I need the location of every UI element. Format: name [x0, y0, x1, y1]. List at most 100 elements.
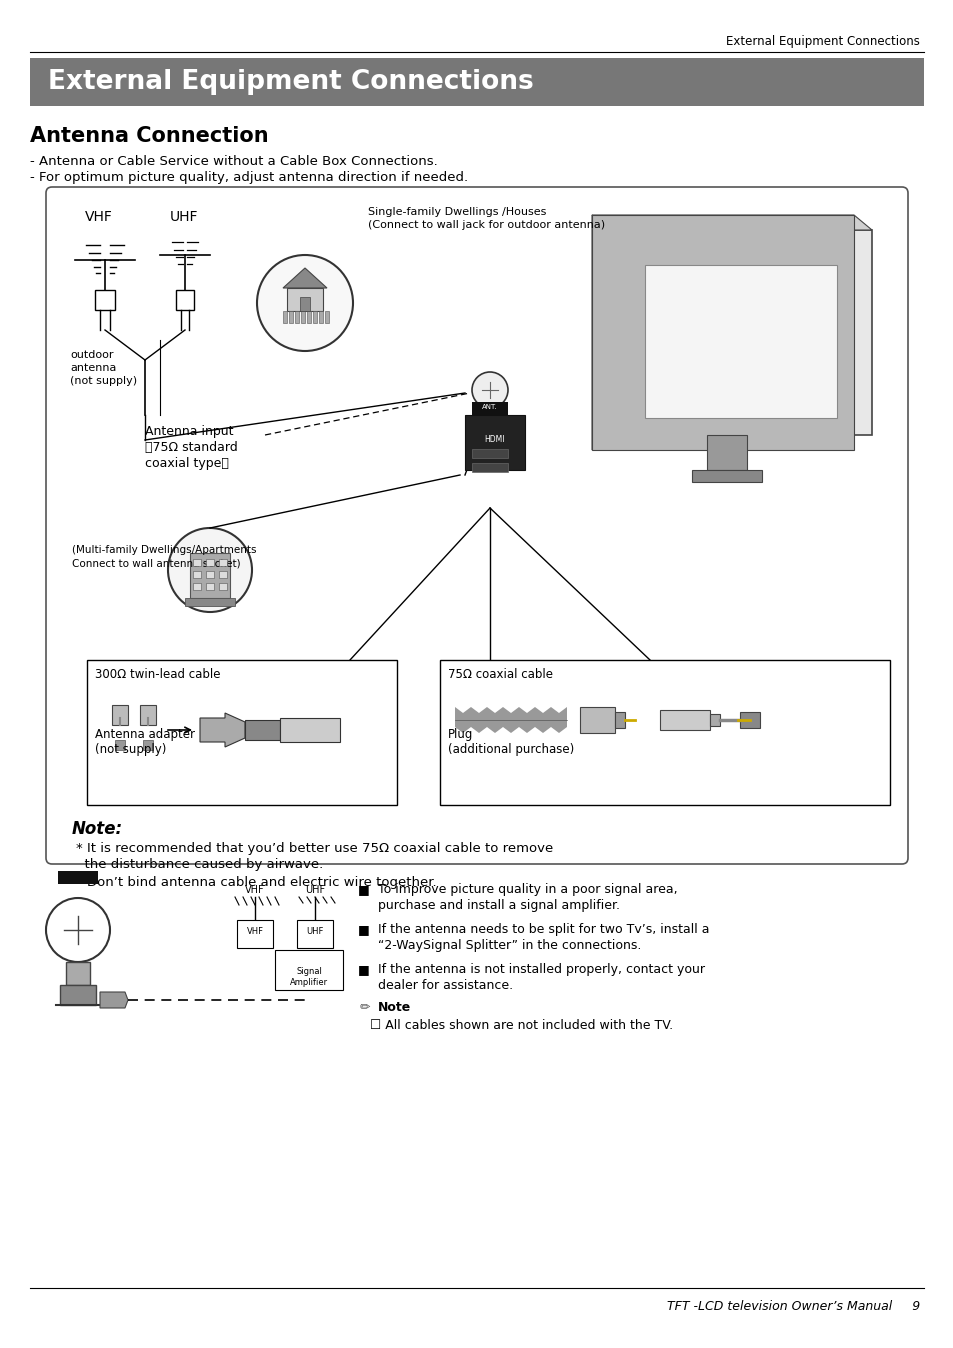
Text: - Antenna or Cable Service without a Cable Box Connections.: - Antenna or Cable Service without a Cab…: [30, 155, 437, 168]
Text: - For optimum picture quality, adjust antenna direction if needed.: - For optimum picture quality, adjust an…: [30, 171, 468, 183]
Text: ANT.: ANT.: [71, 888, 86, 894]
Text: the disturbance caused by airwave.: the disturbance caused by airwave.: [76, 857, 323, 871]
Bar: [313, 311, 316, 324]
Text: If the antenna is not installed properly, contact your: If the antenna is not installed properly…: [377, 962, 704, 976]
Text: * It is recommended that you’d better use 75Ω coaxial cable to remove: * It is recommended that you’d better us…: [76, 842, 553, 855]
Text: VHF: VHF: [85, 210, 112, 224]
Text: Antenna input: Antenna input: [145, 425, 233, 438]
FancyBboxPatch shape: [46, 187, 907, 864]
Bar: [283, 311, 287, 324]
Text: VHF: VHF: [246, 927, 263, 937]
Bar: [325, 311, 329, 324]
Text: External Equipment Connections: External Equipment Connections: [48, 69, 533, 94]
Bar: [193, 559, 201, 566]
Bar: [206, 559, 213, 566]
Bar: [30, 58, 923, 106]
Bar: [206, 572, 213, 578]
Polygon shape: [644, 266, 836, 418]
Polygon shape: [740, 712, 760, 728]
Bar: [318, 311, 323, 324]
Text: ■: ■: [357, 883, 370, 896]
Text: UHF: UHF: [305, 886, 325, 895]
Text: ■: ■: [357, 962, 370, 976]
Text: Plug: Plug: [448, 728, 473, 741]
Polygon shape: [659, 710, 709, 731]
Text: 300Ω twin-lead cable: 300Ω twin-lead cable: [95, 669, 220, 681]
Text: If the antenna needs to be split for two Tv’s, install a: If the antenna needs to be split for two…: [377, 923, 709, 936]
Text: coaxial type）: coaxial type）: [145, 457, 229, 470]
Text: External Equipment Connections: External Equipment Connections: [725, 35, 919, 49]
Text: ☐ All cables shown are not included with the TV.: ☐ All cables shown are not included with…: [370, 1019, 673, 1033]
Text: purchase and install a signal amplifier.: purchase and install a signal amplifier.: [377, 899, 619, 913]
Polygon shape: [115, 740, 125, 749]
Bar: [289, 311, 293, 324]
Text: Antenna Connection: Antenna Connection: [30, 125, 269, 146]
Polygon shape: [66, 962, 90, 985]
Text: ANT.: ANT.: [481, 404, 497, 410]
Text: HDMI: HDMI: [484, 435, 505, 445]
Text: (Connect to wall jack for outdoor antenna): (Connect to wall jack for outdoor antenn…: [368, 220, 604, 231]
Text: Note: Note: [377, 1002, 411, 1014]
Circle shape: [168, 528, 252, 612]
Bar: [175, 290, 193, 310]
Polygon shape: [100, 992, 128, 1008]
Text: UHF: UHF: [306, 927, 323, 937]
Bar: [219, 559, 227, 566]
Bar: [206, 582, 213, 590]
Bar: [274, 950, 343, 989]
Polygon shape: [245, 720, 280, 740]
Polygon shape: [615, 712, 624, 728]
Bar: [236, 919, 273, 948]
Text: Single-family Dwellings /Houses: Single-family Dwellings /Houses: [368, 208, 546, 217]
Bar: [193, 572, 201, 578]
Polygon shape: [200, 713, 245, 747]
Polygon shape: [455, 706, 566, 733]
Circle shape: [472, 372, 507, 408]
Text: Connect to wall antenna socket): Connect to wall antenna socket): [71, 558, 240, 568]
Bar: [112, 705, 128, 725]
Text: outdoor
antenna
(not supply): outdoor antenna (not supply): [70, 350, 137, 387]
Bar: [301, 311, 305, 324]
Polygon shape: [709, 714, 720, 727]
Text: ■: ■: [357, 923, 370, 936]
Bar: [190, 553, 230, 599]
Polygon shape: [60, 985, 96, 1006]
Bar: [219, 582, 227, 590]
Bar: [219, 572, 227, 578]
Polygon shape: [579, 706, 615, 733]
Polygon shape: [592, 214, 609, 450]
Bar: [439, 661, 889, 805]
Polygon shape: [592, 214, 871, 231]
Polygon shape: [143, 740, 152, 749]
Text: VHF: VHF: [245, 886, 265, 895]
Text: “2-WaySignal Splitter” in the connections.: “2-WaySignal Splitter” in the connection…: [377, 940, 640, 952]
Bar: [472, 449, 507, 458]
Polygon shape: [280, 718, 339, 741]
Bar: [294, 311, 298, 324]
Polygon shape: [283, 268, 327, 288]
Text: 75Ω coaxial cable: 75Ω coaxial cable: [448, 669, 553, 681]
Bar: [185, 599, 234, 607]
Bar: [472, 402, 507, 415]
Bar: [287, 288, 323, 311]
Circle shape: [46, 898, 110, 962]
Polygon shape: [609, 231, 871, 435]
Text: To improve picture quality in a poor signal area,: To improve picture quality in a poor sig…: [377, 883, 677, 896]
Bar: [307, 311, 311, 324]
Polygon shape: [691, 470, 761, 483]
Polygon shape: [706, 435, 746, 470]
Text: UHF: UHF: [170, 210, 198, 224]
Bar: [472, 462, 507, 472]
Circle shape: [256, 255, 353, 350]
Text: TFT -LCD television Owner’s Manual     9: TFT -LCD television Owner’s Manual 9: [666, 1299, 919, 1313]
Text: (additional purchase): (additional purchase): [448, 743, 574, 756]
Bar: [87, 661, 396, 805]
Bar: [299, 297, 310, 311]
Bar: [58, 871, 98, 884]
Bar: [464, 415, 524, 470]
Text: （75Ω standard: （75Ω standard: [145, 441, 237, 454]
Text: * Don’t bind antenna cable and electric wire together.: * Don’t bind antenna cable and electric …: [76, 876, 436, 888]
Bar: [296, 919, 333, 948]
Text: Antenna adapter: Antenna adapter: [95, 728, 194, 741]
Bar: [193, 582, 201, 590]
